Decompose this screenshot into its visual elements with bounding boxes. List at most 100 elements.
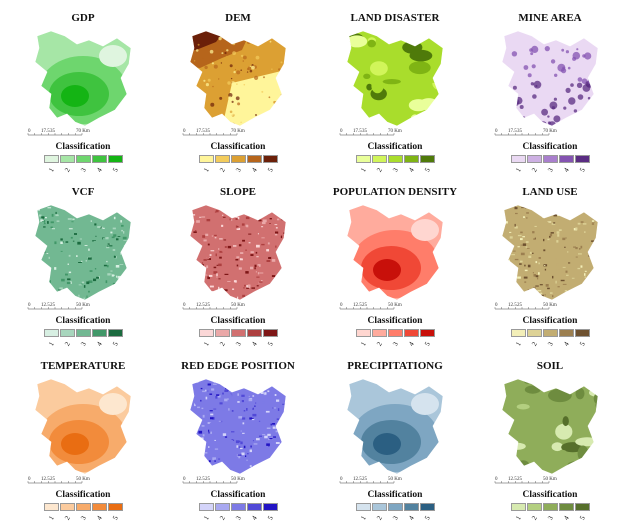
legend-swatch bbox=[372, 329, 387, 337]
legend-swatch bbox=[263, 329, 278, 337]
legend-swatch bbox=[44, 503, 59, 511]
scale-label: 12.5 bbox=[196, 477, 205, 482]
scale-bar: 0 12.5 25 50 Km bbox=[494, 477, 557, 484]
panel-title: VCF bbox=[71, 186, 95, 198]
legend-tick-label: 3 bbox=[234, 166, 243, 174]
scale-label: 0 bbox=[28, 303, 31, 308]
legend-swatch bbox=[215, 155, 230, 163]
legend-swatch bbox=[543, 503, 558, 511]
legend-swatch bbox=[356, 329, 371, 337]
classification-label: Classification bbox=[367, 142, 423, 152]
legend-swatch bbox=[420, 155, 435, 163]
scale-bar: 0 12.5 25 50 Km bbox=[182, 303, 245, 310]
legend-tick-label: 1 bbox=[47, 166, 56, 174]
scale-label: 35 bbox=[517, 129, 523, 134]
legend-tick-label: 1 bbox=[202, 514, 211, 522]
scale-label: 35 bbox=[205, 129, 211, 134]
region-map bbox=[189, 30, 287, 127]
legend-tick-label: 2 bbox=[218, 166, 227, 174]
legend bbox=[199, 503, 278, 512]
legend-swatch bbox=[60, 155, 75, 163]
scale-bar: 0 12.5 25 50 Km bbox=[182, 477, 245, 484]
legend-tick-label: 3 bbox=[234, 514, 243, 522]
scale-label: 0 bbox=[340, 129, 343, 134]
legend-swatch bbox=[511, 329, 526, 337]
legend bbox=[199, 329, 278, 338]
scale-label: 50 Km bbox=[76, 303, 90, 308]
legend-tick-label: 3 bbox=[546, 166, 555, 174]
scale-label: 70 Km bbox=[543, 129, 557, 134]
legend-tick-label: 2 bbox=[530, 340, 539, 348]
region-map bbox=[346, 378, 444, 475]
legend-swatch bbox=[247, 329, 262, 337]
legend-swatch bbox=[559, 503, 574, 511]
legend-swatch bbox=[388, 503, 403, 511]
scale-label: 70 Km bbox=[388, 129, 402, 134]
scale-label: 12.5 bbox=[41, 477, 50, 482]
scale-label: 12.5 bbox=[353, 303, 362, 308]
legend-swatch bbox=[527, 155, 542, 163]
scale-label: 70 Km bbox=[231, 129, 245, 134]
legend-tick-label: 2 bbox=[218, 340, 227, 348]
legend-tick-label: 4 bbox=[562, 166, 571, 174]
scale-label: 25 bbox=[50, 303, 56, 308]
legend-tick-label: 1 bbox=[359, 166, 368, 174]
panel-title: MINE AREA bbox=[518, 12, 582, 24]
scale-label: 17.5 bbox=[41, 129, 50, 134]
map-panel: TEMPERATURE 0 12.5 25 50 Km Classification 1 2 3… bbox=[5, 352, 161, 527]
map-panel: VCF 0 12.5 25 50 Km Classification 1 2 3 4 5 bbox=[5, 178, 161, 353]
scale-label: 25 bbox=[517, 477, 523, 482]
scale-label: 25 bbox=[205, 477, 211, 482]
classification-label: Classification bbox=[55, 490, 111, 500]
legend-swatch bbox=[404, 503, 419, 511]
legend-tick-label: 4 bbox=[95, 514, 104, 522]
scale-label: 0 bbox=[28, 477, 31, 482]
classification-label: Classification bbox=[210, 142, 266, 152]
map-panel: MINE AREA 0 17.5 35 70 Km Classification 1 2 3 4 5 bbox=[472, 4, 625, 179]
legend-tick-label: 2 bbox=[63, 340, 72, 348]
legend-swatch bbox=[527, 503, 542, 511]
map-panel: RED EDGE POSITION 0 12.5 25 50 Km Classificat… bbox=[160, 352, 316, 527]
legend-tick-label: 1 bbox=[47, 340, 56, 348]
region-map bbox=[501, 204, 599, 301]
legend-tick-label: 3 bbox=[546, 340, 555, 348]
scale-label: 50 Km bbox=[231, 477, 245, 482]
legend bbox=[356, 503, 435, 512]
legend-tick-label: 3 bbox=[79, 340, 88, 348]
legend-tick-label: 4 bbox=[95, 166, 104, 174]
legend-swatch bbox=[92, 329, 107, 337]
scale-label: 25 bbox=[362, 477, 368, 482]
scale-bar: 0 12.5 25 50 Km bbox=[494, 303, 557, 310]
legend bbox=[199, 155, 278, 164]
scale-label: 0 bbox=[340, 477, 343, 482]
legend-swatch bbox=[420, 503, 435, 511]
legend-tick-label: 1 bbox=[359, 340, 368, 348]
legend-tick-label: 5 bbox=[111, 514, 120, 522]
legend-tick-label: 5 bbox=[578, 166, 587, 174]
scale-label: 0 bbox=[340, 303, 343, 308]
legend-swatch bbox=[60, 503, 75, 511]
legend-swatch bbox=[44, 155, 59, 163]
scale-label: 25 bbox=[50, 477, 56, 482]
legend-swatch bbox=[543, 329, 558, 337]
legend-swatch bbox=[263, 155, 278, 163]
scale-label: 50 Km bbox=[543, 477, 557, 482]
legend-tick-label: 3 bbox=[79, 166, 88, 174]
scale-label: 0 bbox=[495, 477, 498, 482]
legend-swatch bbox=[44, 329, 59, 337]
legend-tick-label: 5 bbox=[266, 514, 275, 522]
region-map bbox=[34, 204, 132, 301]
legend-swatch bbox=[231, 329, 246, 337]
scale-label: 50 Km bbox=[388, 303, 402, 308]
legend-swatch bbox=[511, 503, 526, 511]
scale-label: 12.5 bbox=[353, 477, 362, 482]
scale-label: 0 bbox=[183, 477, 186, 482]
legend-swatch bbox=[388, 329, 403, 337]
legend bbox=[44, 503, 123, 512]
scale-label: 0 bbox=[183, 129, 186, 134]
classification-label: Classification bbox=[367, 490, 423, 500]
